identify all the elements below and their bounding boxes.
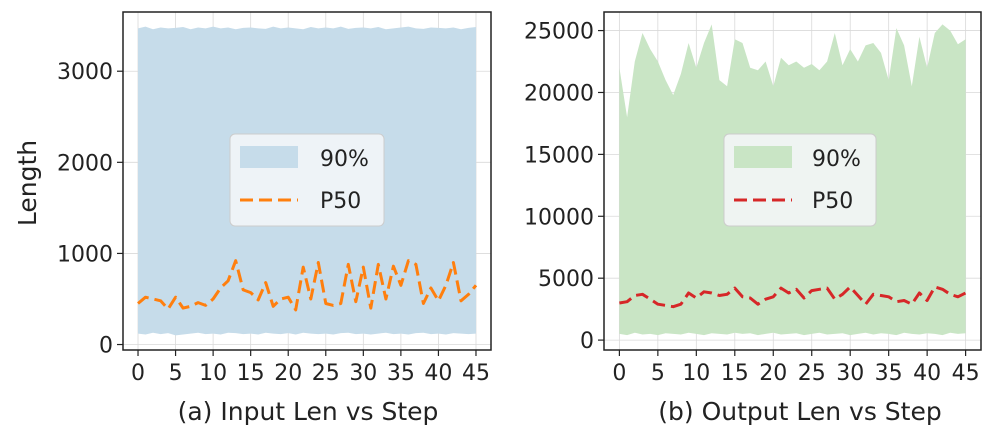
x-tick-label-5: 5 <box>169 361 183 386</box>
x-tick-label-0: 0 <box>131 361 145 386</box>
line-layer-b <box>619 285 967 309</box>
legend-a: 90% P50 <box>229 133 385 227</box>
legend-swatch-band-b <box>734 146 792 168</box>
x-tick-label-0: 0 <box>612 361 626 386</box>
legend-label-band-a: 90% <box>320 147 369 172</box>
x-tick-label-15: 15 <box>237 361 265 386</box>
legend-b: 90% P50 <box>723 133 877 227</box>
legend-label-line-b: P50 <box>812 189 853 214</box>
x-tick-label-20: 20 <box>759 361 787 386</box>
y-tick-label-25000: 25000 <box>524 20 594 45</box>
x-tick-label-25: 25 <box>312 361 340 386</box>
x-tick-label-5: 5 <box>651 361 665 386</box>
legend-swatch-band-a <box>240 146 298 168</box>
panel-output-length: 0 5 10 15 20 25 30 35 40 450500010000150002000025… <box>524 11 982 426</box>
y-tick-label-3000: 3000 <box>57 60 113 85</box>
y-tick-label-20000: 20000 <box>524 81 594 106</box>
y-tick-label-0: 0 <box>99 334 113 359</box>
line-layer-a <box>137 259 478 312</box>
x-tick-label-35: 35 <box>387 361 415 386</box>
x-tick-label-40: 40 <box>424 361 452 386</box>
plot-frame-b <box>603 11 982 351</box>
legend-label-band-b: 90% <box>812 147 861 172</box>
x-tick-label-25: 25 <box>798 361 826 386</box>
y-tick-label-15000: 15000 <box>524 143 594 168</box>
x-tick-label-10: 10 <box>682 361 710 386</box>
legend-label-line-a: P50 <box>320 189 361 214</box>
x-tick-label-15: 15 <box>721 361 749 386</box>
p50-line-a <box>137 259 478 312</box>
y-tick-label-1000: 1000 <box>57 242 113 267</box>
x-tick-label-20: 20 <box>274 361 302 386</box>
x-tick-label-30: 30 <box>836 361 864 386</box>
x-tick-label-40: 40 <box>913 361 941 386</box>
y-tick-label-5000: 5000 <box>538 267 594 292</box>
ticks-b: 0 5 10 15 20 25 30 35 40 450500010000150002000025… <box>524 20 980 386</box>
x-tick-label-35: 35 <box>875 361 903 386</box>
y-axis-label-a: Length <box>13 140 42 226</box>
x-tick-label-30: 30 <box>349 361 377 386</box>
x-tick-label-45: 45 <box>952 361 980 386</box>
plot-frame-a <box>122 11 492 351</box>
p50-line-b <box>619 285 967 309</box>
y-tick-label-2000: 2000 <box>57 151 113 176</box>
y-tick-label-0: 0 <box>580 329 594 354</box>
x-axis-label-a: (a) Input Len vs Step <box>178 397 439 426</box>
x-tick-label-45: 45 <box>462 361 490 386</box>
y-tick-label-10000: 10000 <box>524 205 594 230</box>
x-axis-label-b: (b) Output Len vs Step <box>658 397 941 426</box>
x-tick-label-10: 10 <box>199 361 227 386</box>
